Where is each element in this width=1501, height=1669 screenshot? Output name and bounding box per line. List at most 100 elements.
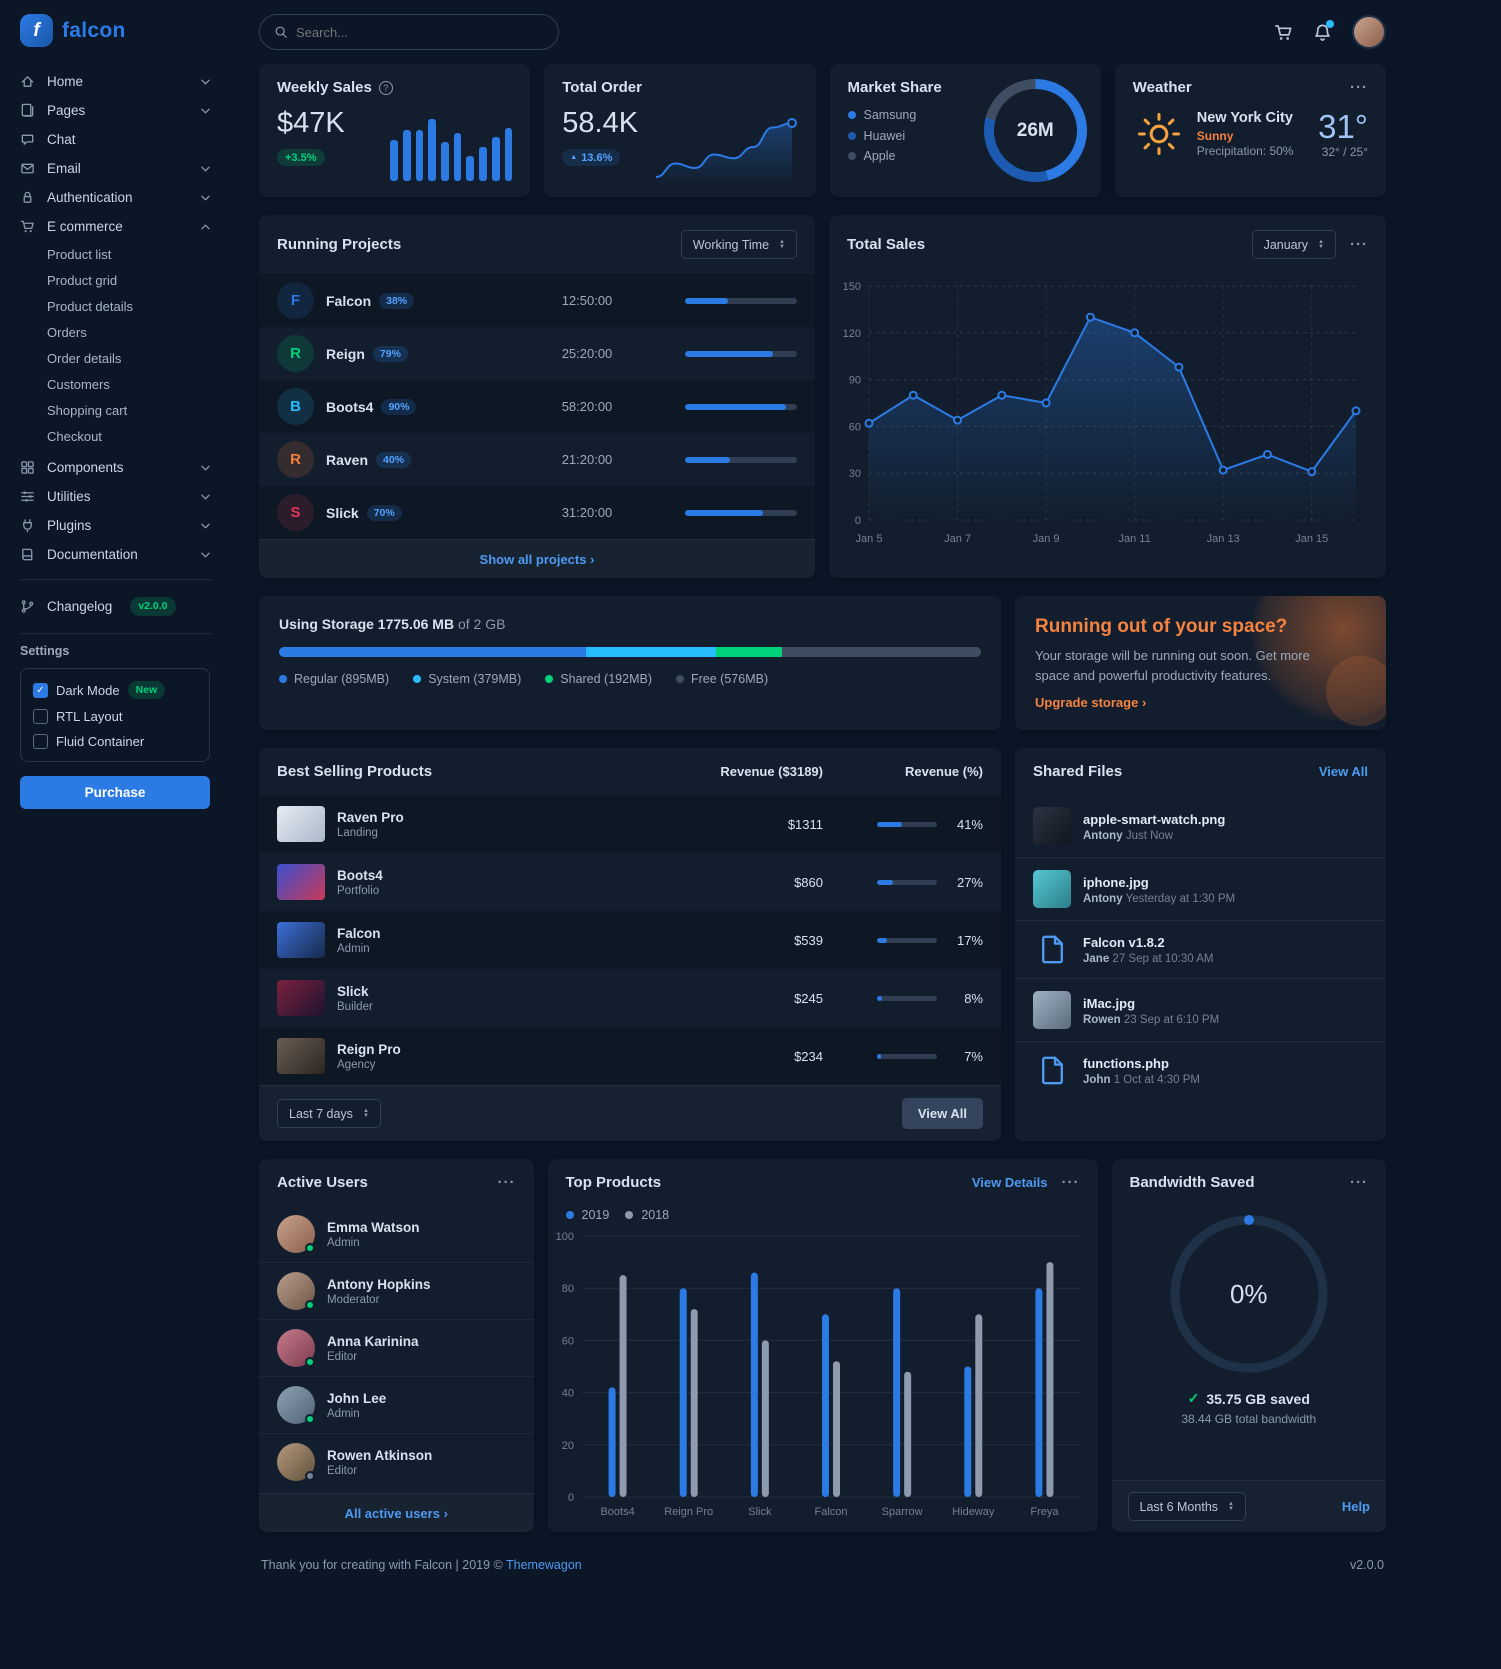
sidebar-item-components[interactable]: Components bbox=[20, 453, 224, 482]
legend-dot bbox=[676, 675, 684, 683]
product-row-falcon[interactable]: Falcon Admin $539 17% bbox=[259, 911, 1001, 969]
user-row-anna-karinina[interactable]: Anna Karinina Editor bbox=[259, 1319, 534, 1376]
menu-dots-icon[interactable]: ··· bbox=[1061, 1174, 1080, 1191]
user-row-rowen-atkinson[interactable]: Rowen Atkinson Editor bbox=[259, 1433, 534, 1490]
search-input[interactable] bbox=[296, 24, 544, 40]
legend-dot bbox=[847, 152, 856, 160]
sidebar-item-product-list[interactable]: Product list bbox=[47, 246, 112, 262]
top-products-card: Top Products View Details ··· 2019 2018 … bbox=[547, 1159, 1098, 1532]
file-row-iphone[interactable]: iphone.jpg Antony Yesterday at 1:30 PM bbox=[1015, 857, 1386, 920]
sidebar-item-pages[interactable]: Pages bbox=[20, 96, 224, 125]
falcon-logo[interactable]: f falcon bbox=[20, 14, 224, 47]
file-row-imac[interactable]: iMac.jpg Rowen 23 Sep at 6:10 PM bbox=[1015, 978, 1386, 1041]
purchase-button[interactable]: Purchase bbox=[20, 776, 210, 810]
menu-dots-icon[interactable]: ··· bbox=[1350, 79, 1368, 96]
sidebar-item-home[interactable]: Home bbox=[20, 67, 224, 96]
fluid-container-toggle[interactable]: ✓ Fluid Container bbox=[33, 734, 197, 750]
product-row-raven-pro[interactable]: Raven Pro Landing $1311 41% bbox=[259, 795, 1001, 853]
sidebar-item-product-details[interactable]: Product details bbox=[47, 298, 133, 314]
sidebar-item-checkout[interactable]: Checkout bbox=[47, 428, 102, 444]
menu-dots-icon[interactable]: ··· bbox=[1350, 1174, 1368, 1191]
help-link[interactable]: Help bbox=[1341, 1499, 1370, 1514]
status-dot bbox=[305, 1357, 315, 1367]
project-row-raven[interactable]: R Raven 40% 21:20:00 bbox=[259, 433, 815, 486]
menu-dots-icon[interactable]: ··· bbox=[1350, 236, 1368, 253]
sidebar-item-utilities[interactable]: Utilities bbox=[20, 482, 224, 511]
sun-icon bbox=[1133, 108, 1185, 160]
project-avatar: S bbox=[277, 494, 314, 531]
legend-item-samsung: Samsung bbox=[847, 108, 1083, 122]
revenue-progressbar bbox=[877, 879, 937, 885]
sidebar-item-documentation[interactable]: Documentation bbox=[20, 540, 224, 569]
all-active-users-link[interactable]: All active users › bbox=[344, 1506, 448, 1521]
rtl-checkbox[interactable]: ✓ bbox=[33, 709, 48, 725]
svg-text:Freya: Freya bbox=[1030, 1506, 1059, 1518]
sidebar-item-ecommerce[interactable]: E commerce bbox=[20, 212, 224, 241]
upgrade-storage-link[interactable]: Upgrade storage › bbox=[1035, 695, 1147, 710]
last-6-months-select[interactable]: Last 6 Months ▲ ▼ bbox=[1127, 1492, 1246, 1521]
file-row-falcon-zip[interactable]: Falcon v1.8.2 Jane 27 Sep at 10:30 AM bbox=[1015, 920, 1386, 978]
user-avatar[interactable] bbox=[1352, 15, 1386, 49]
month-select[interactable]: January ▲ ▼ bbox=[1251, 230, 1336, 259]
svg-text:30: 30 bbox=[849, 468, 861, 480]
sidebar-item-plugins[interactable]: Plugins bbox=[20, 511, 224, 540]
svg-text:Sparrow: Sparrow bbox=[881, 1506, 922, 1518]
storage-card: Using Storage 1775.06 MB of 2 GB Regular… bbox=[259, 596, 1001, 730]
user-row-john-lee[interactable]: John Lee Admin bbox=[259, 1376, 534, 1433]
dark-mode-checkbox[interactable]: ✓ bbox=[33, 682, 48, 698]
sidebar-item-changelog[interactable]: Changelog v2.0.0 bbox=[20, 590, 224, 623]
total-order-value: 58.4K bbox=[562, 107, 639, 139]
sidebar-item-shopping-cart[interactable]: Shopping cart bbox=[47, 402, 128, 418]
product-row-reign-pro[interactable]: Reign Pro Agency $234 7% bbox=[259, 1027, 1001, 1085]
user-row-antony-hopkins[interactable]: Antony Hopkins Moderator bbox=[259, 1262, 534, 1319]
total-order-delta-badge: ▲ 13.6% bbox=[562, 149, 621, 166]
view-all-files-link[interactable]: View All bbox=[1318, 764, 1368, 779]
product-thumbnail bbox=[277, 1038, 325, 1074]
chevron-down-icon bbox=[201, 465, 210, 471]
sidebar-item-orders[interactable]: Orders bbox=[47, 324, 87, 340]
lock-icon bbox=[20, 190, 37, 205]
working-time-select[interactable]: Working Time ▲ ▼ bbox=[680, 230, 797, 259]
card-title: Weekly Sales bbox=[277, 79, 372, 96]
view-details-link[interactable]: View Details bbox=[971, 1175, 1048, 1190]
storage-segment-shared bbox=[715, 647, 782, 657]
view-all-button[interactable]: View All bbox=[901, 1098, 983, 1129]
sidebar-item-authentication[interactable]: Authentication bbox=[20, 183, 224, 212]
total-sales-line-chart: 0 30 60 90 120 150 Jan 5 Jan 7 Jan 9 Jan 11 Jan 13… bbox=[831, 274, 1374, 550]
last-7-days-select[interactable]: Last 7 days ▲ ▼ bbox=[277, 1099, 381, 1128]
sort-carets-icon: ▲ ▼ bbox=[362, 1107, 369, 1119]
sidebar-item-order-details[interactable]: Order details bbox=[47, 350, 122, 366]
sidebar-item-email[interactable]: Email bbox=[20, 154, 224, 183]
sidebar-item-chat[interactable]: Chat bbox=[20, 125, 224, 154]
sort-carets-icon: ▲ ▼ bbox=[1318, 238, 1324, 250]
project-row-falcon[interactable]: F Falcon 38% 12:50:00 bbox=[259, 274, 815, 327]
project-time: 21:20:00 bbox=[561, 452, 613, 467]
product-row-slick[interactable]: Slick Builder $245 8% bbox=[259, 969, 1001, 1027]
sidebar-item-product-grid[interactable]: Product grid bbox=[47, 272, 118, 288]
file-row-apple-smart-watch[interactable]: apple-smart-watch.png Antony Just Now bbox=[1015, 795, 1386, 857]
user-row-emma-watson[interactable]: Emma Watson Admin bbox=[259, 1206, 534, 1262]
chevron-down-icon bbox=[201, 79, 210, 85]
fluid-checkbox[interactable]: ✓ bbox=[33, 734, 48, 750]
avatar bbox=[277, 1386, 315, 1424]
info-icon[interactable]: ? bbox=[378, 80, 393, 95]
card-title: Market Share bbox=[847, 79, 942, 96]
file-row-functions-php[interactable]: functions.php John 1 Oct at 4:30 PM bbox=[1015, 1041, 1386, 1099]
project-row-boots4[interactable]: B Boots4 90% 58:20:00 bbox=[259, 380, 815, 433]
menu-dots-icon[interactable]: ··· bbox=[497, 1174, 516, 1191]
cart-icon-button[interactable] bbox=[1274, 23, 1293, 42]
themewagon-link[interactable]: Themewagon bbox=[506, 1558, 582, 1572]
sidebar: f falcon Home Pages Chat Email Authentic… bbox=[0, 0, 230, 1669]
sidebar-item-customers[interactable]: Customers bbox=[47, 376, 110, 392]
decorative-blob bbox=[1326, 656, 1386, 726]
rtl-layout-toggle[interactable]: ✓ RTL Layout bbox=[33, 709, 197, 725]
project-row-reign[interactable]: R Reign 79% 25:20:00 bbox=[259, 327, 815, 380]
project-row-slick[interactable]: S Slick 70% 31:20:00 bbox=[259, 486, 815, 539]
show-all-projects-link[interactable]: Show all projects › bbox=[479, 552, 595, 567]
chevron-up-icon bbox=[201, 224, 210, 230]
product-row-boots4[interactable]: Boots4 Portfolio $860 27% bbox=[259, 853, 1001, 911]
notifications-bell-button[interactable] bbox=[1313, 19, 1334, 42]
status-dot bbox=[305, 1300, 315, 1310]
search-box[interactable] bbox=[259, 14, 559, 50]
dark-mode-toggle[interactable]: ✓ Dark Mode New bbox=[33, 680, 197, 700]
